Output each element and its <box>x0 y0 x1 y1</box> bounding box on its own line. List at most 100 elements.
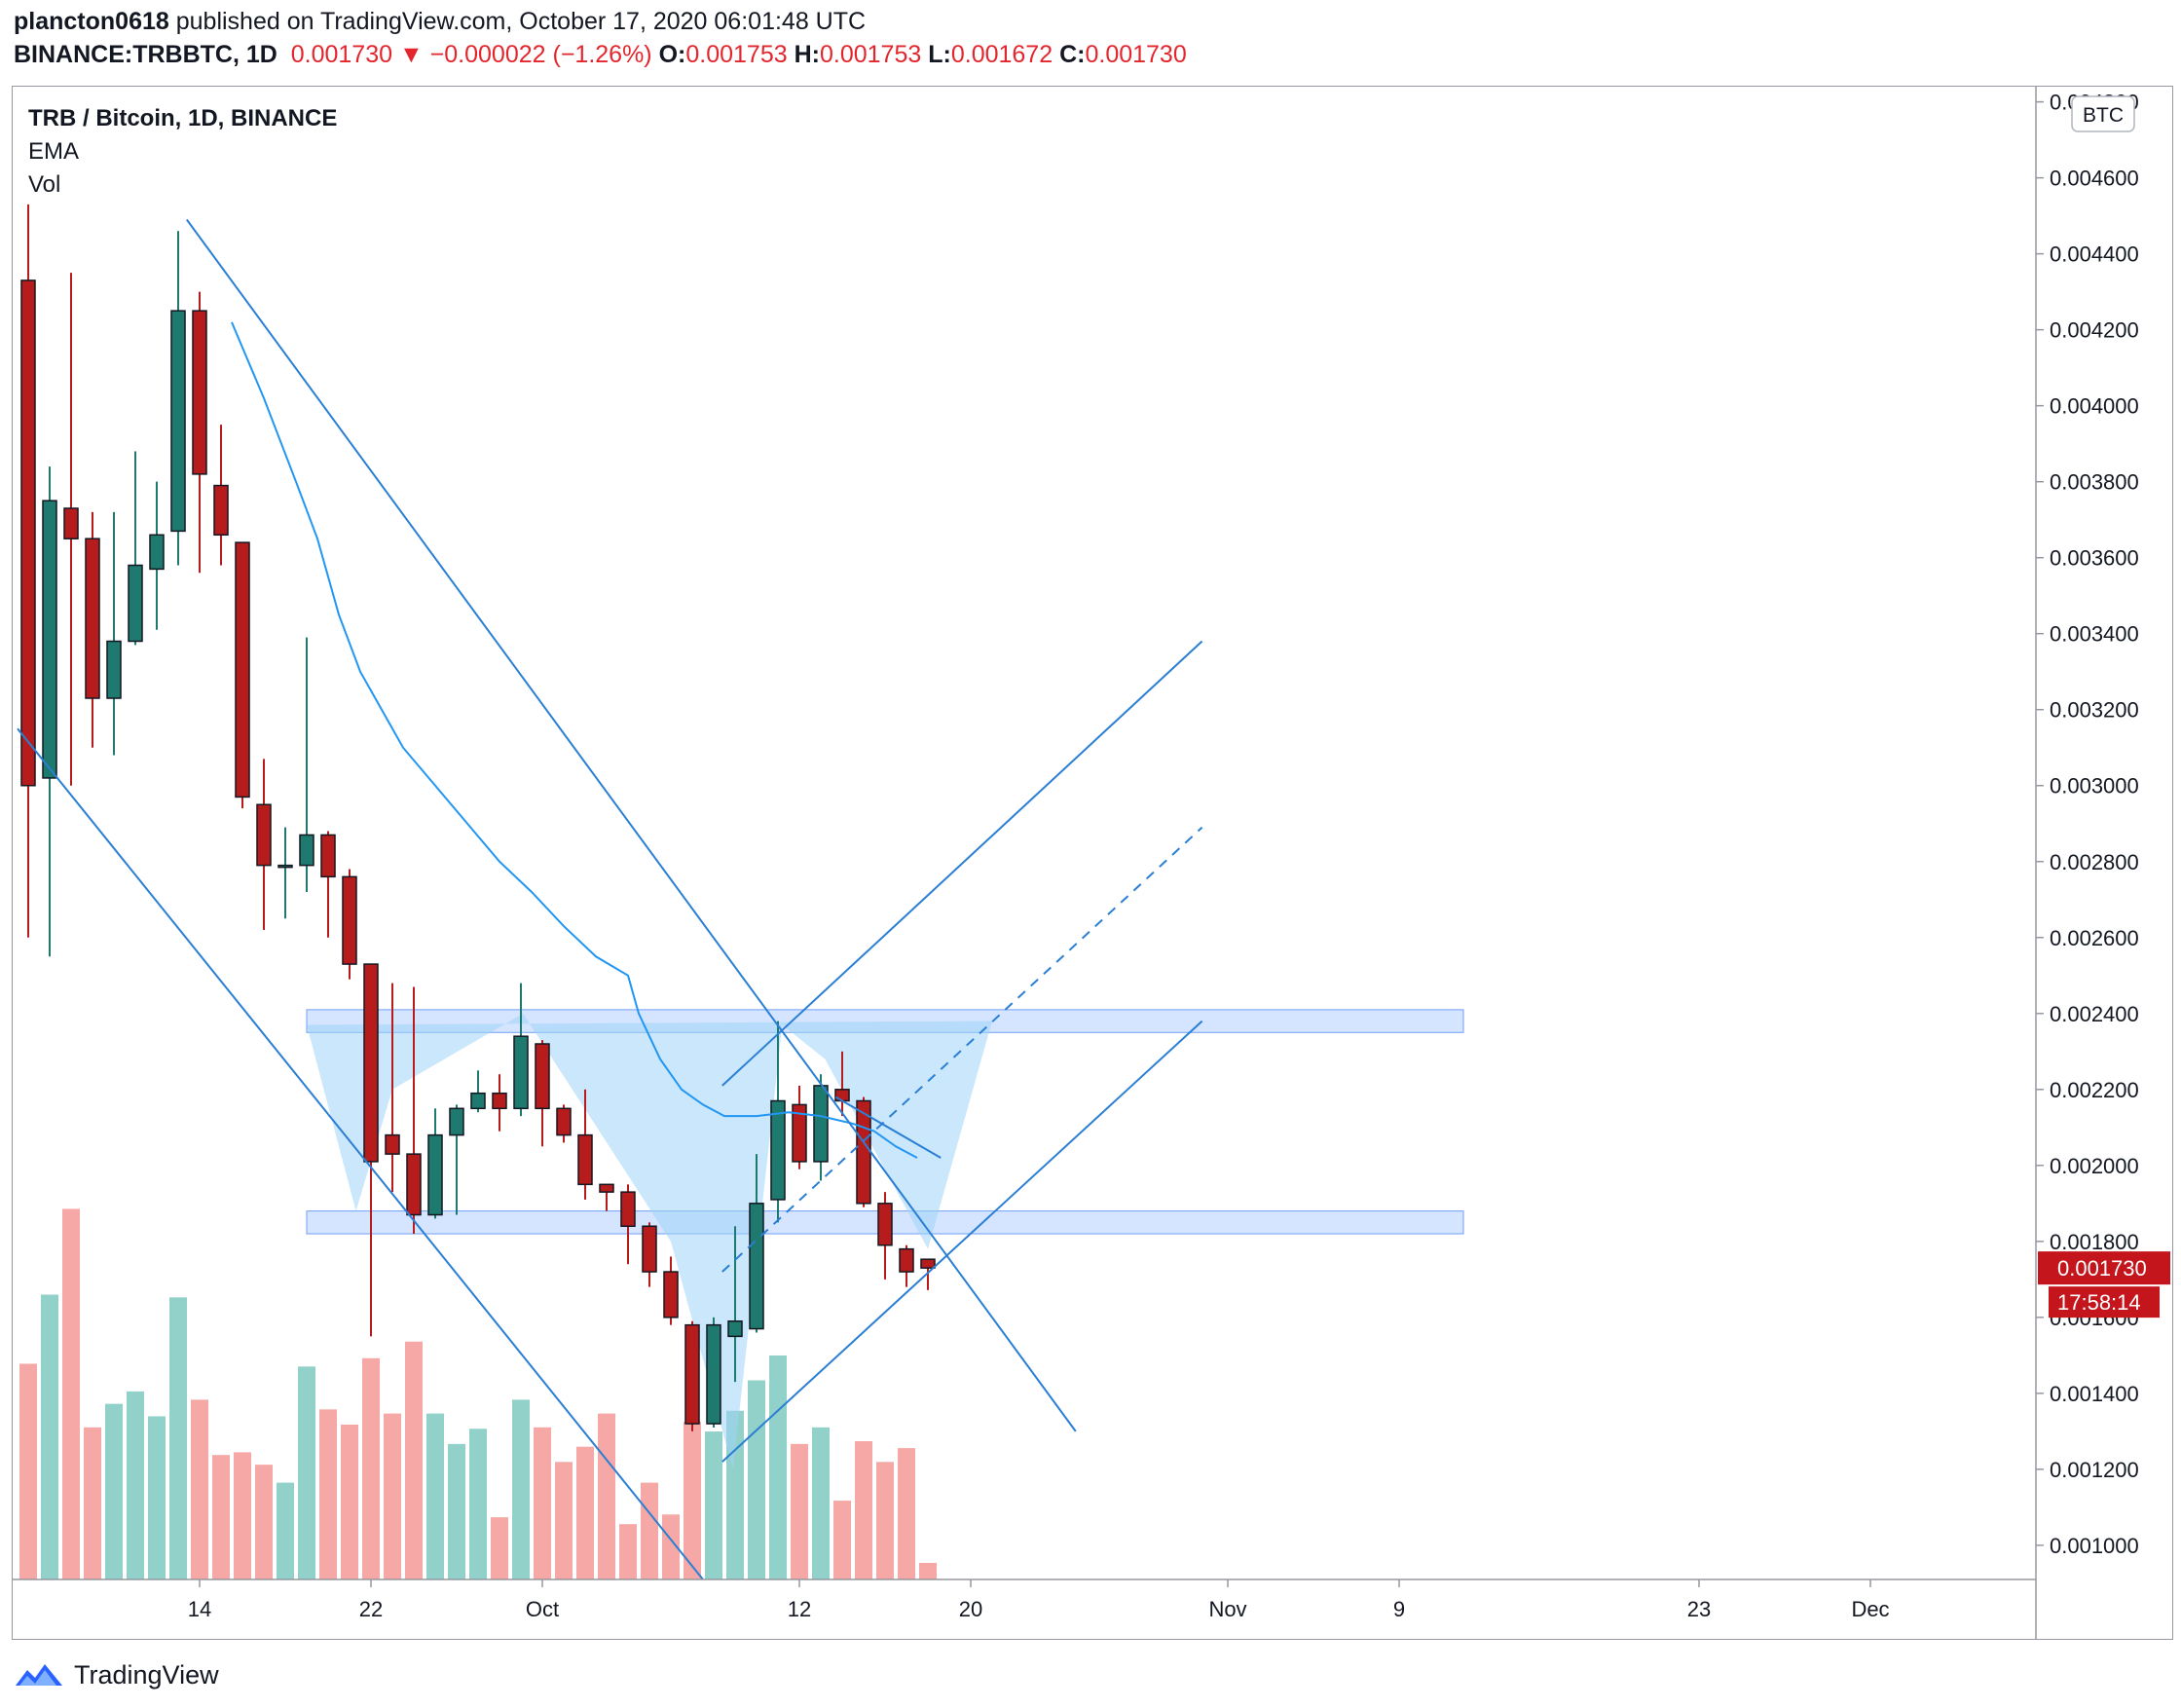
candle-body <box>642 1225 657 1273</box>
low-label: L: <box>928 41 951 68</box>
price-tick-label: 0.003200 <box>2050 698 2139 723</box>
last-price-label-text: 0.001730 <box>2057 1256 2147 1281</box>
volume-bar <box>405 1341 423 1579</box>
candle-body <box>256 803 272 867</box>
volume-bar <box>534 1427 551 1579</box>
candle-body <box>106 640 122 699</box>
price-tick-label: 0.004200 <box>2050 318 2139 343</box>
volume-bar <box>84 1427 101 1579</box>
time-tick-label: 20 <box>959 1597 982 1621</box>
price-tick-label: 0.001200 <box>2050 1458 2139 1482</box>
candle-body <box>213 484 229 537</box>
volume-bar <box>705 1431 722 1579</box>
channel-upper-line <box>721 640 1203 1087</box>
price-tick-label: 0.001800 <box>2050 1230 2139 1254</box>
countdown-label: 17:58:14 <box>2049 1286 2160 1318</box>
publish-info: plancton0618 published on TradingView.co… <box>14 8 866 36</box>
legend-ema[interactable]: EMA <box>28 138 79 165</box>
candle-body <box>749 1203 764 1330</box>
candle-body <box>513 1035 529 1110</box>
candle-body <box>899 1247 914 1273</box>
price-chart[interactable]: 0.0010000.0012000.0014000.0016000.001800… <box>13 87 2172 1639</box>
price-tick-label: 0.002600 <box>2050 926 2139 950</box>
currency-badge-box <box>2071 95 2135 132</box>
volume-bar <box>855 1441 872 1579</box>
candle-body <box>792 1103 807 1163</box>
candle-body <box>449 1107 464 1136</box>
price-tick-label: 0.004000 <box>2050 394 2139 419</box>
volume-bar <box>277 1482 294 1579</box>
candle-body <box>920 1258 936 1269</box>
time-tick-label: 22 <box>359 1597 383 1621</box>
candle-body <box>877 1203 893 1246</box>
volume-bar <box>319 1409 337 1579</box>
candle-body <box>320 834 336 878</box>
candle-body <box>363 963 379 1163</box>
candle-body <box>727 1319 743 1338</box>
candle-body <box>128 564 143 643</box>
legend-vol[interactable]: Vol <box>28 171 60 198</box>
price-tick-label: 0.003400 <box>2050 622 2139 647</box>
candle-body <box>577 1133 593 1186</box>
candle-body <box>406 1153 422 1216</box>
price-change: −0.000022 (−1.26%) <box>429 41 652 68</box>
price-tick-label: 0.001400 <box>2050 1382 2139 1406</box>
candle-body <box>385 1133 400 1155</box>
candle-body <box>85 538 100 699</box>
volume-bar <box>491 1517 508 1579</box>
last-price-label-bg <box>2038 1251 2170 1285</box>
countdown-label-bg <box>2049 1286 2160 1318</box>
countdown-label-text: 17:58:14 <box>2057 1290 2141 1315</box>
price-tick-label: 0.004600 <box>2050 167 2139 191</box>
volume-bar <box>469 1429 487 1579</box>
volume-bar <box>919 1562 937 1579</box>
candle-body <box>813 1085 829 1163</box>
candle-body <box>192 310 207 475</box>
price-tick-label: 0.002800 <box>2050 850 2139 874</box>
high-label: H: <box>794 41 820 68</box>
candle-body <box>620 1191 636 1227</box>
candle-body <box>170 310 186 533</box>
price-tick-label: 0.004400 <box>2050 242 2139 267</box>
channel-mid-line <box>721 826 1203 1273</box>
tradingview-brand[interactable]: TradingView <box>14 1655 219 1694</box>
candle-body <box>556 1107 572 1136</box>
symbol-info: BINANCE:TRBBTC, 1D 0.001730 ▼ −0.000022 … <box>14 41 1187 69</box>
volume-bar <box>512 1399 530 1579</box>
volume-bar <box>19 1363 37 1579</box>
time-axis[interactable]: 14 22 Oct 12 20 Nov 9 23 Dec <box>188 1579 1890 1621</box>
ema-line <box>231 321 918 1159</box>
ema-layer <box>231 321 918 1159</box>
volume-bar <box>876 1462 894 1579</box>
volume-bar <box>234 1452 251 1579</box>
time-tick-label: 12 <box>788 1597 811 1621</box>
volume-bar <box>212 1455 230 1579</box>
price-tick-label: 0.003000 <box>2050 774 2139 798</box>
volume-bar <box>748 1380 765 1579</box>
volume-bar <box>127 1391 144 1579</box>
volume-bar <box>555 1462 573 1579</box>
price-tick-label: 0.001000 <box>2050 1534 2139 1558</box>
time-tick-label: Dec <box>1851 1597 1889 1621</box>
volume-bar <box>105 1403 123 1579</box>
candle-body <box>599 1183 614 1193</box>
volume-bar <box>576 1446 594 1579</box>
time-tick-label: Oct <box>526 1597 559 1621</box>
high-value: 0.001753 <box>820 41 922 68</box>
price-axis[interactable]: 0.0010000.0012000.0014000.0016000.001800… <box>2036 91 2139 1558</box>
volume-bar <box>148 1416 166 1579</box>
candles <box>20 204 936 1431</box>
chart-panel[interactable]: 0.001000 0.001200 0.001400 0.001600 0.001800… <box>12 86 2173 1640</box>
candle-body <box>427 1133 443 1216</box>
channel-lower-line <box>721 1020 1203 1463</box>
currency-badge[interactable]: BTC <box>2071 95 2135 132</box>
target-line-line <box>834 1095 942 1159</box>
volume-bars <box>19 1208 937 1579</box>
price-tick-label: 0.002400 <box>2050 1002 2139 1026</box>
open-label: O: <box>658 41 686 68</box>
price-tick-label: 0.003800 <box>2050 470 2139 495</box>
volume-bar <box>662 1514 680 1579</box>
tradingview-logo-icon <box>16 1664 62 1686</box>
volume-bar <box>169 1297 187 1579</box>
time-tick-label: 23 <box>1687 1597 1711 1621</box>
